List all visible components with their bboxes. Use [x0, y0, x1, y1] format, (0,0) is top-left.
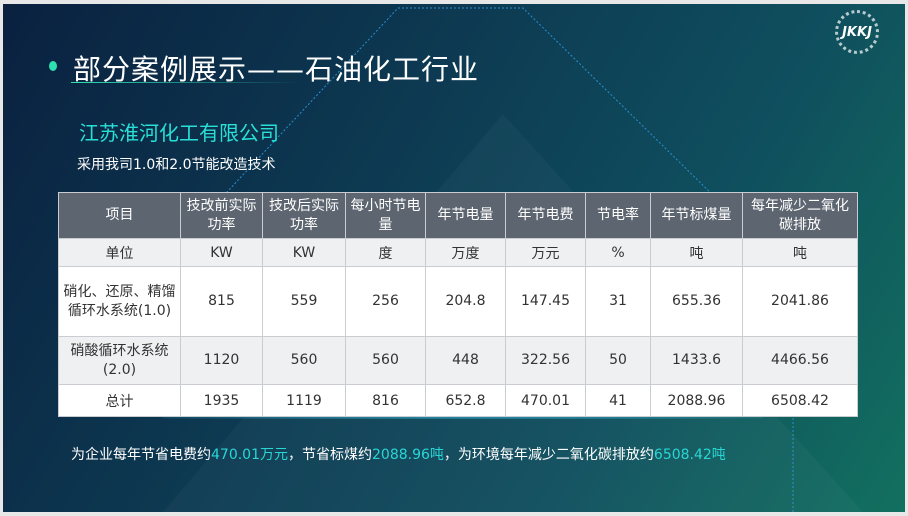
slide: JKKJ 部分案例展示——石油化工行业 江苏淮河化工有限公司 采用我司1.0和2…	[3, 4, 905, 512]
table-cell: 1433.6	[650, 336, 743, 385]
table-cell: 559	[262, 266, 346, 337]
table-cell: 204.8	[425, 266, 506, 337]
table-cell: 度	[345, 238, 426, 267]
header-cell: 每小时节电量	[345, 192, 426, 239]
table-cell: 655.36	[650, 266, 743, 337]
table-cell: 2041.86	[742, 266, 858, 337]
table-row: 硝酸循环水系统 (2.0) 1120 560 560 448 322.56 50 1433.6…	[58, 336, 858, 385]
header-cell: 技改后实际功率	[262, 192, 346, 239]
table-cell: 815	[180, 266, 263, 337]
summary-part: ，为环境每年减少二氧化碳排放约	[443, 447, 654, 463]
table-cell: 652.8	[425, 384, 506, 417]
table-cell: 322.56	[505, 336, 586, 385]
header-cell: 项目	[58, 192, 181, 239]
table-cell: 万元	[505, 238, 586, 267]
table-cell: 1120	[180, 336, 263, 385]
table-cell: 470.01	[505, 384, 586, 417]
header-cell: 年节电量	[425, 192, 506, 239]
summary-text: 为企业每年节省电费约470.01万元，节省标煤约2088.96吨，为环境每年减少…	[71, 444, 726, 464]
table-row: 总计 1935 1119 816 652.8 470.01 41 2088.96 6508.42	[58, 384, 858, 417]
unit-row: 单位 KW KW 度万度 万元% 吨吨	[58, 238, 858, 267]
table-cell: KW	[262, 238, 346, 267]
summary-part: ，节省标煤约	[288, 447, 372, 463]
header-cell: 技改前实际功率	[180, 192, 263, 239]
table-cell: 50	[585, 336, 651, 385]
table-cell: 6508.42	[742, 384, 858, 417]
summary-value: 470.01万元	[211, 447, 288, 463]
table-cell: 41	[585, 384, 651, 417]
summary-value: 2088.96吨	[372, 447, 444, 463]
table-cell: 1119	[262, 384, 346, 417]
header-cell: 节电率	[585, 192, 651, 239]
header-cell: 年节标煤量	[650, 192, 743, 239]
header-cell: 每年减少二氧化碳排放	[742, 192, 858, 239]
case-table: 项目 技改前实际功率 技改后实际功率 每小时节电量 年节电量 年节电费 节电率 …	[58, 192, 858, 417]
page-title: 部分案例展示——石油化工行业	[73, 53, 480, 86]
row-label: 硝化、还原、精馏循环水系统(1.0)	[58, 266, 181, 337]
company-name: 江苏淮河化工有限公司	[79, 121, 279, 145]
logo-text: JKKJ	[842, 24, 872, 40]
table-cell: 147.45	[505, 266, 586, 337]
title-bullet-icon	[49, 61, 57, 71]
row-label: 硝酸循环水系统 (2.0)	[58, 336, 181, 385]
table-cell: 560	[345, 336, 426, 385]
table-cell: 吨	[650, 238, 743, 267]
tech-description: 采用我司1.0和2.0节能改造技术	[77, 157, 276, 173]
title-underline	[71, 82, 301, 83]
table-cell: 吨	[742, 238, 858, 267]
table-cell: %	[585, 238, 651, 267]
row-label: 单位	[58, 238, 181, 267]
table-cell: 31	[585, 266, 651, 337]
table-cell: 560	[262, 336, 346, 385]
table-cell: 816	[345, 384, 426, 417]
table-cell: 万度	[425, 238, 506, 267]
table-cell: 1935	[180, 384, 263, 417]
summary-value: 6508.42吨	[653, 447, 726, 463]
table-cell: 256	[345, 266, 426, 337]
company-logo: JKKJ	[835, 10, 879, 54]
table-cell: 2088.96	[650, 384, 743, 417]
summary-part: 为企业每年节省电费约	[71, 447, 211, 463]
row-label: 总计	[58, 384, 181, 417]
table-row: 硝化、还原、精馏循环水系统(1.0) 815 559 256 204.8 147.45 31…	[58, 266, 858, 337]
table-cell: 4466.56	[742, 336, 858, 385]
table-header-row: 项目 技改前实际功率 技改后实际功率 每小时节电量 年节电量 年节电费 节电率 …	[58, 192, 858, 239]
header-cell: 年节电费	[505, 192, 586, 239]
table-cell: 448	[425, 336, 506, 385]
table-cell: KW	[180, 238, 263, 267]
